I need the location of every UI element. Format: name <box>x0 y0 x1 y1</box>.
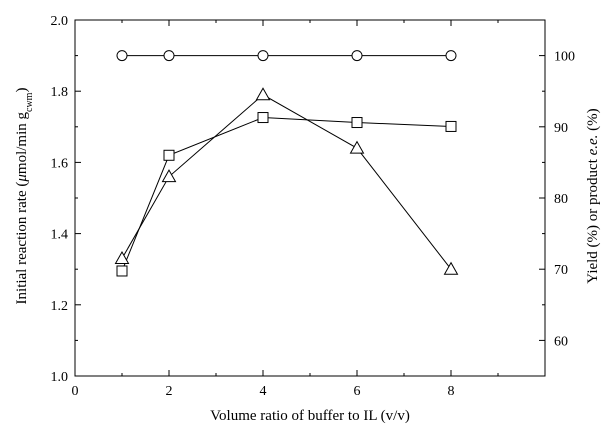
y2-tick-label: 80 <box>554 192 568 207</box>
y-axis-title-prefix: Initial reaction rate ( <box>14 182 30 305</box>
series-square <box>116 112 457 277</box>
y-tick-label: 1.6 <box>51 156 69 171</box>
y2-tick-label: 90 <box>554 121 568 136</box>
circle-marker <box>163 50 175 62</box>
y2-axis-title-italic: e.e. <box>585 135 601 156</box>
plot-frame <box>74 19 546 377</box>
series-circle <box>116 50 457 62</box>
series-triangle <box>114 87 459 275</box>
y-axis-title-subscript: cwm <box>24 92 35 112</box>
square-marker <box>445 120 457 132</box>
triangle-marker <box>255 87 271 101</box>
x-tick-label: 6 <box>354 384 361 399</box>
x-axis-title: Volume ratio of buffer to IL (v/v) <box>210 408 410 424</box>
plot-border <box>74 19 546 377</box>
y-axis-title-suffix: ) <box>14 88 30 93</box>
y-axis-ticks: 1.0 1.2 1.4 1.6 1.8 2.0 <box>51 14 81 385</box>
y-axis-title-mid: mol/min g <box>14 111 30 174</box>
y2-axis-title-suffix: (%) <box>585 108 601 134</box>
y-tick-label: 1.2 <box>51 299 69 314</box>
x-tick-label: 2 <box>166 384 173 399</box>
x-tick-label: 4 <box>260 384 267 399</box>
y-tick-label: 1.0 <box>51 370 69 385</box>
series-layer <box>114 50 459 277</box>
square-marker <box>116 265 128 277</box>
circle-marker <box>257 50 269 62</box>
triangle-marker <box>349 140 365 154</box>
y2-tick-label: 70 <box>554 263 568 278</box>
triangle-marker <box>161 169 177 183</box>
y-axis-title-mu: μ <box>14 174 30 183</box>
circle-marker <box>445 50 457 62</box>
x-axis-ticks: 0 2 4 6 8 <box>72 20 546 399</box>
y-tick-label: 2.0 <box>51 14 69 29</box>
y2-tick-label: 100 <box>554 50 575 65</box>
y-tick-label: 1.4 <box>51 228 69 243</box>
y2-axis-title-prefix: Yield (%) or product <box>585 155 601 283</box>
x-tick-label: 0 <box>72 384 79 399</box>
square-marker <box>163 149 175 161</box>
y2-tick-label: 60 <box>554 334 568 349</box>
x-tick-label: 8 <box>448 384 455 399</box>
y2-axis-ticks: 60 70 80 90 100 <box>539 19 575 377</box>
y-tick-label: 1.8 <box>51 85 69 100</box>
circle-marker <box>351 50 363 62</box>
triangle-marker <box>114 251 130 265</box>
square-marker <box>351 117 363 129</box>
y2-axis-title: Yield (%) or product e.e. (%) <box>585 108 601 283</box>
series-line <box>121 117 452 272</box>
triangle-marker <box>443 261 459 275</box>
y-axis-title: Initial reaction rate (μmol/min gcwm) <box>14 88 35 305</box>
square-marker <box>257 112 269 124</box>
circle-marker <box>116 50 128 62</box>
